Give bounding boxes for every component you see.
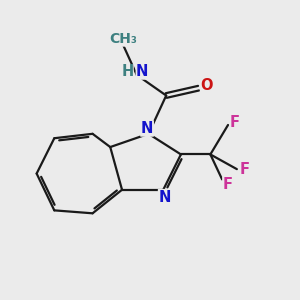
Text: N: N <box>141 121 153 136</box>
Text: F: F <box>230 115 239 130</box>
Text: CH₃: CH₃ <box>110 32 137 46</box>
Text: F: F <box>222 177 233 192</box>
Text: F: F <box>240 162 250 177</box>
Text: O: O <box>201 78 213 93</box>
Text: N: N <box>158 190 171 205</box>
Text: N: N <box>136 64 148 80</box>
Text: H: H <box>121 64 134 80</box>
